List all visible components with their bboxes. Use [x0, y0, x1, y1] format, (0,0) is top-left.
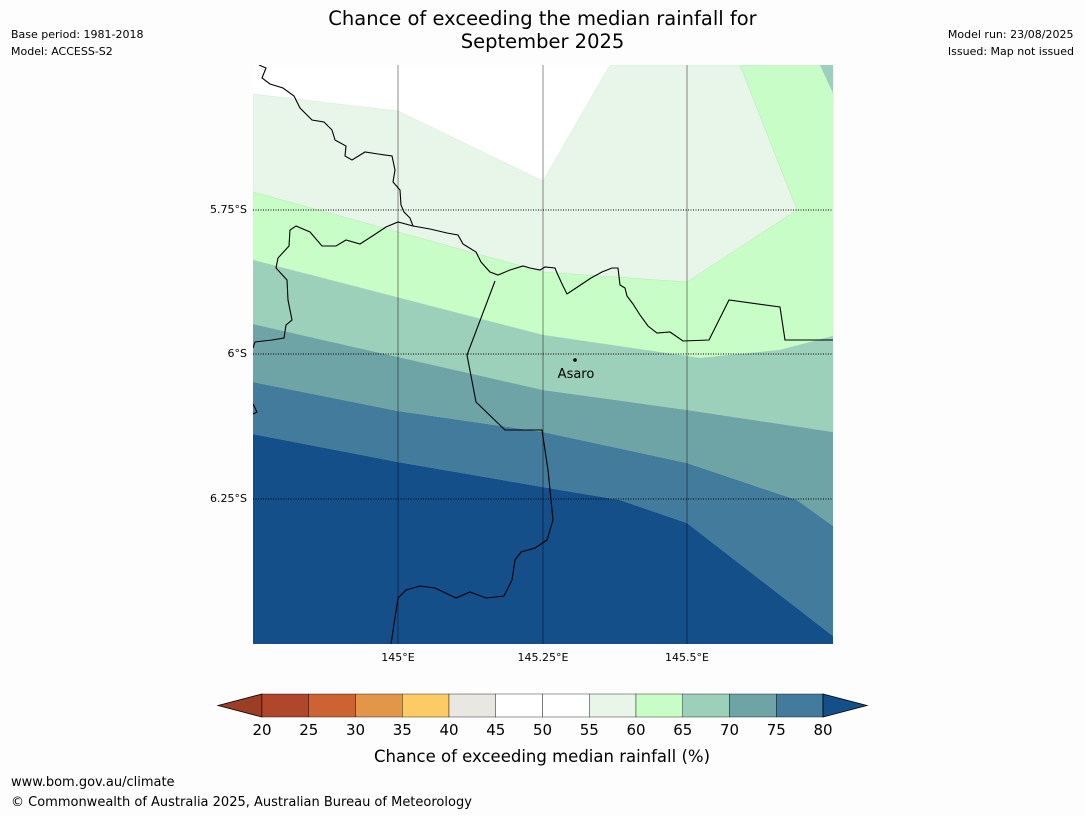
- colorbar-tick-label: 60: [626, 721, 645, 739]
- lat-label-6: 6°S: [228, 347, 247, 360]
- map-title: Chance of exceeding the median rainfall …: [0, 7, 1085, 53]
- colorbar-swatch: [402, 693, 450, 718]
- colorbar-swatch: [729, 693, 777, 718]
- boundary-inner: [390, 280, 554, 644]
- colorbar-tick-label: 20: [252, 721, 271, 739]
- colorbar-tick-label: 50: [533, 721, 552, 739]
- footer-url: www.bom.gov.au/climate: [11, 775, 175, 790]
- map-title-line2: September 2025: [460, 30, 625, 53]
- colorbar-swatch: [682, 693, 730, 718]
- colorbar-tick-label: 75: [767, 721, 786, 739]
- boundary-north: [253, 65, 414, 349]
- colorbar-swatch: [261, 693, 309, 718]
- model-text: Model: ACCESS-S2: [11, 45, 113, 58]
- colorbar-label: Chance of exceeding median rainfall (%): [374, 747, 710, 766]
- model-run-text: Model run: 23/08/2025: [947, 28, 1074, 41]
- colorbar-swatch: [589, 693, 637, 718]
- colorbar-tick-label: 55: [580, 721, 599, 739]
- lon-label-145: 145°E: [381, 651, 414, 664]
- colorbar-tick-label: 70: [720, 721, 739, 739]
- map-title-line1: Chance of exceeding the median rainfall …: [328, 7, 757, 30]
- asaro-marker: [573, 358, 577, 362]
- boundary-west-stub: [253, 403, 258, 415]
- colorbar-tick-label: 45: [486, 721, 505, 739]
- colorbar-swatch: [776, 693, 824, 718]
- colorbar-extend-under: [216, 693, 263, 718]
- colorbar-tick-label: 65: [673, 721, 692, 739]
- issued-text: Issued: Map not issued: [947, 45, 1074, 58]
- footer-copyright: © Commonwealth of Australia 2025, Austra…: [11, 795, 472, 810]
- colorbar-swatch: [542, 693, 590, 718]
- colorbar-swatch: [495, 693, 543, 718]
- colorbar: 20 25 30 35 40 45 50 55 60 65 70 75 80: [216, 693, 869, 739]
- lat-label-5-75: 5.75°S: [210, 203, 247, 216]
- colorbar-tick-label: 35: [393, 721, 412, 739]
- contour-band-65-70: [253, 260, 833, 432]
- colorbar-extend-over: [822, 693, 869, 718]
- meta-left: Base period: 1981-2018 Model: ACCESS-S2: [11, 26, 143, 60]
- base-period-text: Base period: 1981-2018: [11, 28, 144, 41]
- lon-label-145-5: 145.5°E: [665, 651, 709, 664]
- colorbar-swatch: [635, 693, 683, 718]
- boundary-central: [412, 225, 833, 342]
- lat-label-6-25: 6.25°S: [210, 492, 247, 505]
- asaro-label: Asaro: [558, 367, 595, 382]
- map-plot-area: Asaro: [253, 65, 833, 644]
- contour-band-above-80: [253, 434, 833, 644]
- colorbar-swatch: [448, 693, 496, 718]
- colorbar-swatch: [308, 693, 356, 718]
- contour-band-70-75: [253, 324, 833, 526]
- colorbar-tick-label: 40: [439, 721, 458, 739]
- contour-band-65-70-corner: [820, 65, 833, 93]
- contour-band-75-80: [253, 382, 833, 636]
- colorbar-tick-label: 30: [346, 721, 365, 739]
- colorbar-tick-label: 80: [813, 721, 832, 739]
- province-boundaries: [253, 65, 833, 644]
- lon-label-145-25: 145.25°E: [518, 651, 569, 664]
- colorbar-swatch: [355, 693, 403, 718]
- colorbar-tick-label: 25: [299, 721, 318, 739]
- meta-right: Model run: 23/08/2025 Issued: Map not is…: [948, 26, 1074, 60]
